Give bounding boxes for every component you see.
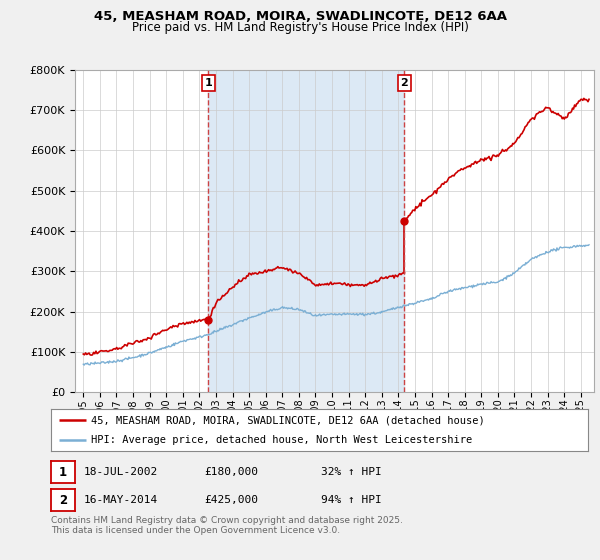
Text: HPI: Average price, detached house, North West Leicestershire: HPI: Average price, detached house, Nort… [91, 435, 473, 445]
Text: Price paid vs. HM Land Registry's House Price Index (HPI): Price paid vs. HM Land Registry's House … [131, 21, 469, 34]
Text: 2: 2 [59, 493, 67, 507]
Text: 2: 2 [401, 78, 409, 88]
Text: 1: 1 [205, 78, 212, 88]
Text: 45, MEASHAM ROAD, MOIRA, SWADLINCOTE, DE12 6AA: 45, MEASHAM ROAD, MOIRA, SWADLINCOTE, DE… [94, 10, 506, 23]
Text: 32% ↑ HPI: 32% ↑ HPI [321, 466, 382, 477]
Text: Contains HM Land Registry data © Crown copyright and database right 2025.: Contains HM Land Registry data © Crown c… [51, 516, 403, 525]
Text: £180,000: £180,000 [204, 466, 258, 477]
Text: 45, MEASHAM ROAD, MOIRA, SWADLINCOTE, DE12 6AA (detached house): 45, MEASHAM ROAD, MOIRA, SWADLINCOTE, DE… [91, 415, 485, 425]
Text: £425,000: £425,000 [204, 494, 258, 505]
Text: 94% ↑ HPI: 94% ↑ HPI [321, 494, 382, 505]
Text: 1: 1 [59, 465, 67, 479]
Bar [208, 70, 404, 392]
Text: 18-JUL-2002: 18-JUL-2002 [84, 466, 158, 477]
Text: This data is licensed under the Open Government Licence v3.0.: This data is licensed under the Open Gov… [51, 526, 340, 535]
Text: 16-MAY-2014: 16-MAY-2014 [84, 494, 158, 505]
